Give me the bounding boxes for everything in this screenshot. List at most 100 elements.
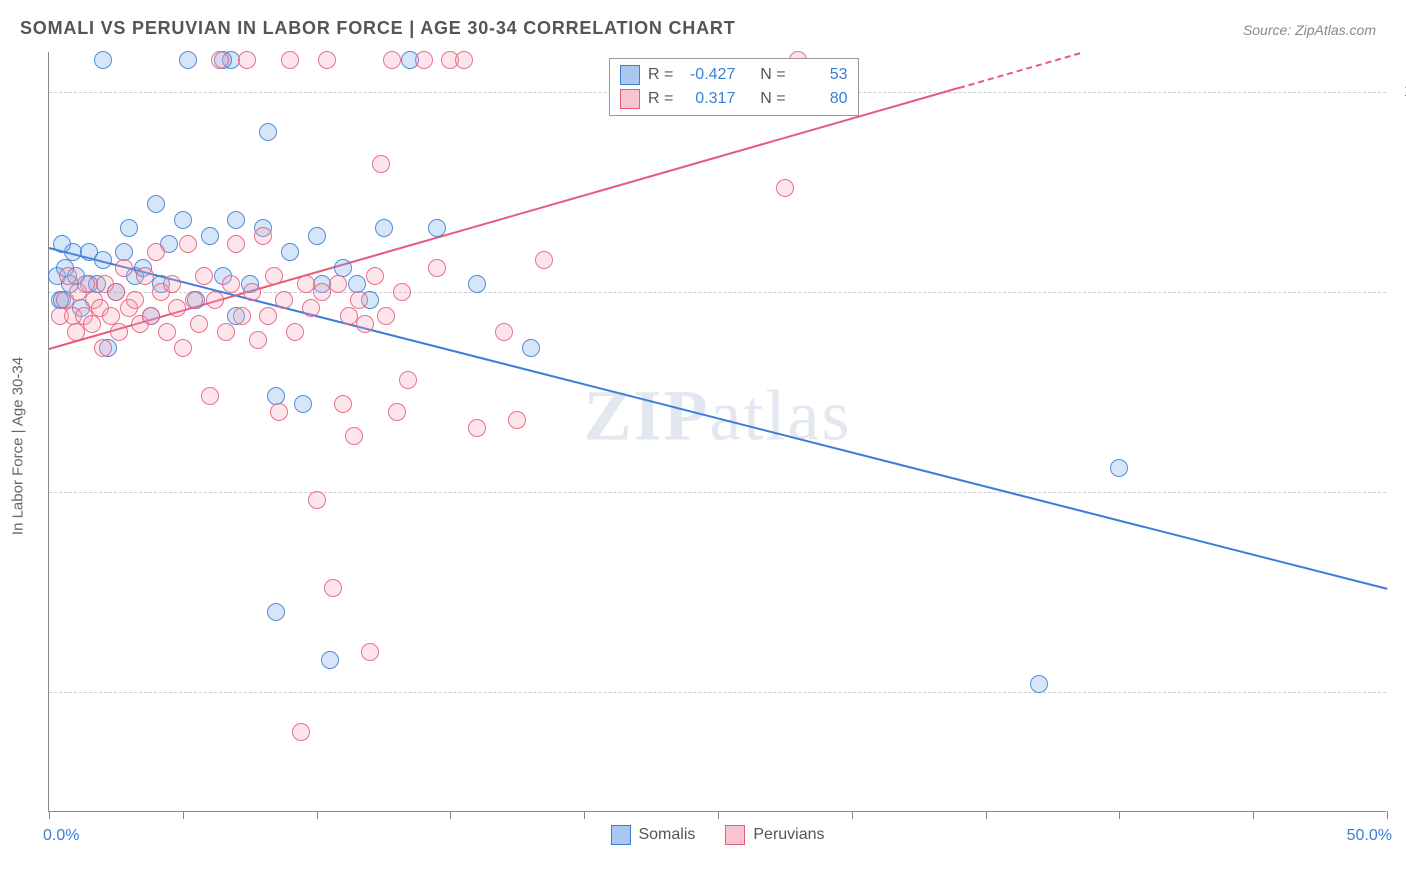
data-point: [286, 323, 304, 341]
data-point: [302, 299, 320, 317]
data-point: [383, 51, 401, 69]
x-tick: [1119, 811, 1120, 819]
legend-swatch: [620, 65, 640, 85]
x-tick: [718, 811, 719, 819]
legend-r-label: R =: [648, 87, 673, 111]
data-point: [185, 291, 203, 309]
data-point: [495, 323, 513, 341]
series-legend: Somalis Peruvians: [610, 825, 824, 845]
legend-item: Peruvians: [725, 825, 824, 845]
data-point: [120, 219, 138, 237]
data-point: [136, 267, 154, 285]
chart-title: SOMALI VS PERUVIAN IN LABOR FORCE | AGE …: [20, 18, 736, 39]
legend-r-value: -0.427: [681, 63, 735, 87]
data-point: [201, 227, 219, 245]
x-tick: [1253, 811, 1254, 819]
legend-swatch: [620, 89, 640, 109]
data-point: [147, 243, 165, 261]
source-credit: Source: ZipAtlas.com: [1243, 22, 1376, 38]
data-point: [222, 275, 240, 293]
legend-swatch: [610, 825, 630, 845]
data-point: [94, 51, 112, 69]
data-point: [375, 219, 393, 237]
legend-row: R =0.317 N =80: [620, 87, 848, 111]
plot-area: ZIPatlas 62.5%75.0%87.5%100.0%0.0%50.0%R…: [48, 52, 1386, 812]
data-point: [270, 403, 288, 421]
watermark-atlas: atlas: [710, 376, 852, 456]
y-tick-label: 100.0%: [1396, 83, 1406, 101]
data-point: [267, 603, 285, 621]
x-end-label: 50.0%: [1347, 827, 1392, 845]
data-point: [158, 323, 176, 341]
data-point: [217, 323, 235, 341]
gridline-h: [49, 692, 1386, 693]
legend-n-label: N =: [760, 87, 785, 111]
x-tick: [450, 811, 451, 819]
data-point: [508, 411, 526, 429]
data-point: [227, 211, 245, 229]
gridline-h: [49, 492, 1386, 493]
data-point: [147, 195, 165, 213]
data-point: [243, 283, 261, 301]
data-point: [174, 211, 192, 229]
data-point: [318, 51, 336, 69]
x-tick: [852, 811, 853, 819]
data-point: [83, 315, 101, 333]
data-point: [292, 723, 310, 741]
data-point: [522, 339, 540, 357]
data-point: [195, 267, 213, 285]
data-point: [94, 251, 112, 269]
data-point: [399, 371, 417, 389]
data-point: [350, 291, 368, 309]
data-point: [468, 275, 486, 293]
legend-r-value: 0.317: [681, 87, 735, 111]
data-point: [294, 395, 312, 413]
data-point: [308, 227, 326, 245]
data-point: [308, 491, 326, 509]
data-point: [281, 243, 299, 261]
data-point: [377, 307, 395, 325]
data-point: [254, 227, 272, 245]
x-start-label: 0.0%: [43, 827, 79, 845]
data-point: [94, 339, 112, 357]
y-axis-label: In Labor Force | Age 30-34: [10, 357, 27, 535]
x-tick: [183, 811, 184, 819]
data-point: [393, 283, 411, 301]
legend-label: Peruvians: [753, 826, 824, 844]
y-tick-label: 87.5%: [1396, 283, 1406, 301]
x-tick: [986, 811, 987, 819]
data-point: [142, 307, 160, 325]
data-point: [535, 251, 553, 269]
legend-n-label: N =: [760, 63, 785, 87]
data-point: [179, 235, 197, 253]
data-point: [115, 259, 133, 277]
data-point: [428, 259, 446, 277]
data-point: [415, 51, 433, 69]
trend-line: [959, 52, 1081, 89]
data-point: [275, 291, 293, 309]
data-point: [366, 267, 384, 285]
legend-item: Somalis: [610, 825, 695, 845]
x-tick: [49, 811, 50, 819]
data-point: [776, 179, 794, 197]
chart-container: SOMALI VS PERUVIAN IN LABOR FORCE | AGE …: [0, 0, 1406, 892]
y-tick-label: 75.0%: [1396, 483, 1406, 501]
data-point: [372, 155, 390, 173]
data-point: [163, 275, 181, 293]
data-point: [249, 331, 267, 349]
data-point: [334, 395, 352, 413]
x-tick: [1387, 811, 1388, 819]
data-point: [206, 291, 224, 309]
data-point: [126, 291, 144, 309]
legend-row: R =-0.427 N =53: [620, 63, 848, 87]
data-point: [211, 51, 229, 69]
data-point: [238, 51, 256, 69]
legend-label: Somalis: [638, 826, 695, 844]
y-tick-label: 62.5%: [1396, 683, 1406, 701]
data-point: [227, 235, 245, 253]
data-point: [259, 123, 277, 141]
data-point: [233, 307, 251, 325]
correlation-legend: R =-0.427 N =53R =0.317 N =80: [609, 58, 859, 116]
data-point: [324, 579, 342, 597]
data-point: [321, 651, 339, 669]
